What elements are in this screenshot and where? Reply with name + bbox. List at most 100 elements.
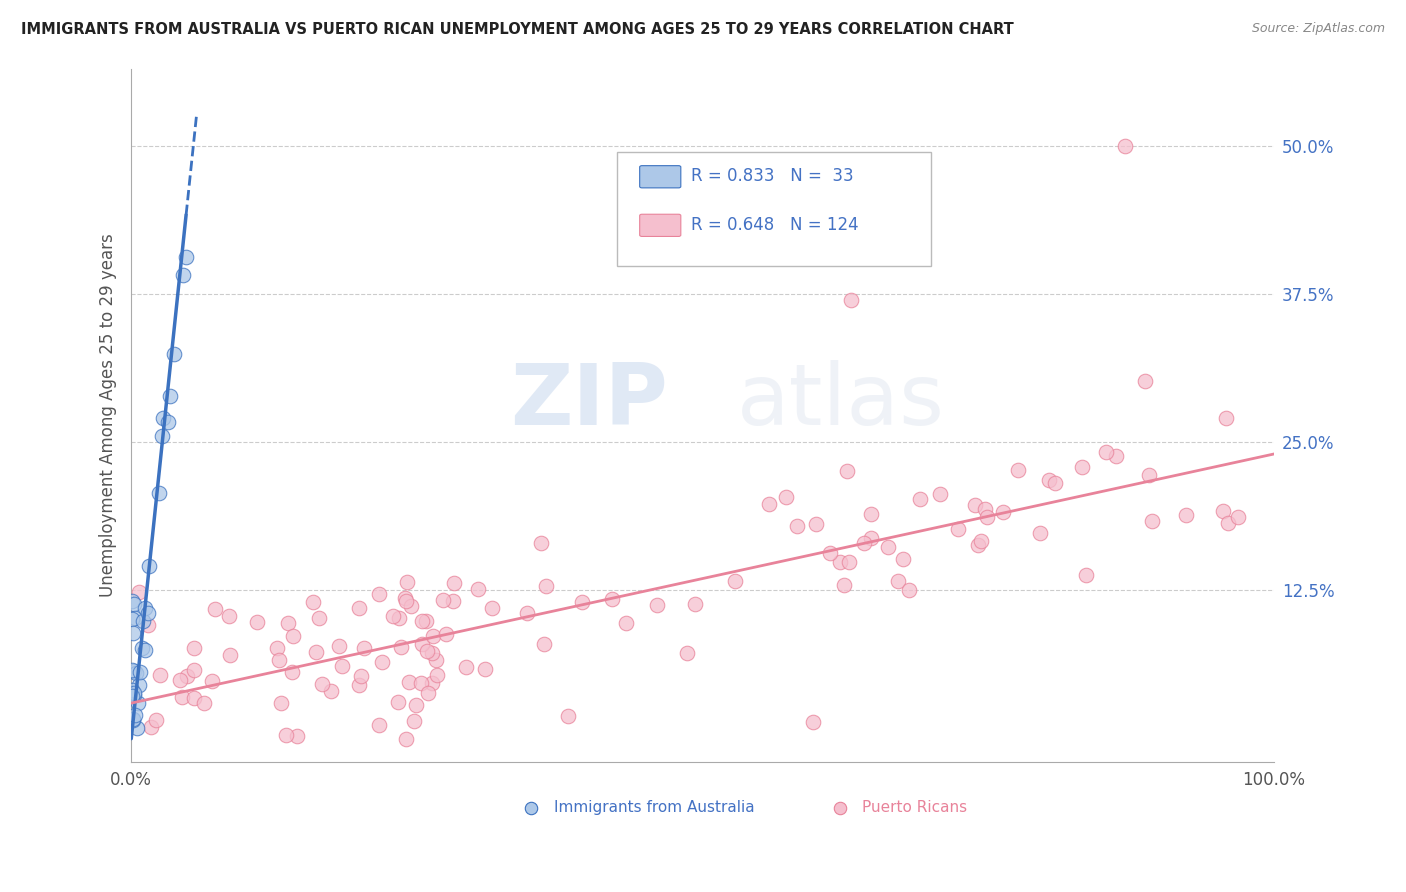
- Point: [645, 599, 668, 613]
- Point: [176, 669, 198, 683]
- Point: [443, 575, 465, 590]
- FancyBboxPatch shape: [617, 152, 931, 267]
- Point: [758, 497, 780, 511]
- Point: [122, 597, 145, 611]
- Point: [121, 612, 143, 626]
- Point: [394, 594, 416, 608]
- Point: [1074, 567, 1097, 582]
- Point: [1212, 503, 1234, 517]
- Point: [877, 540, 900, 554]
- Point: [159, 389, 181, 403]
- Point: [145, 713, 167, 727]
- Point: [409, 675, 432, 690]
- Point: [246, 615, 269, 629]
- Point: [121, 712, 143, 726]
- Point: [859, 531, 882, 545]
- Point: [786, 519, 808, 533]
- Point: [311, 676, 333, 690]
- Point: [128, 678, 150, 692]
- Point: [132, 614, 155, 628]
- Point: [970, 533, 993, 548]
- Point: [124, 665, 146, 679]
- Point: [277, 615, 299, 630]
- Point: [274, 727, 297, 741]
- Point: [121, 713, 143, 727]
- Point: [121, 594, 143, 608]
- Point: [1095, 445, 1118, 459]
- Point: [219, 648, 242, 663]
- Point: [371, 655, 394, 669]
- Point: [1174, 508, 1197, 522]
- Point: [399, 599, 422, 613]
- FancyBboxPatch shape: [640, 214, 681, 236]
- Point: [382, 608, 405, 623]
- Point: [839, 293, 862, 307]
- Point: [432, 593, 454, 607]
- Point: [828, 809, 851, 823]
- Point: [685, 597, 707, 611]
- Point: [148, 486, 170, 500]
- Point: [152, 410, 174, 425]
- Point: [174, 250, 197, 264]
- Point: [991, 505, 1014, 519]
- Point: [353, 640, 375, 655]
- Point: [193, 696, 215, 710]
- Point: [398, 675, 420, 690]
- Point: [388, 611, 411, 625]
- Point: [138, 606, 160, 620]
- Point: [308, 611, 330, 625]
- Point: [426, 668, 449, 682]
- Point: [804, 516, 827, 531]
- Point: [853, 535, 876, 549]
- Point: [411, 615, 433, 629]
- Point: [367, 718, 389, 732]
- Point: [270, 696, 292, 710]
- Point: [319, 684, 342, 698]
- Point: [1227, 510, 1250, 524]
- Point: [467, 582, 489, 597]
- Point: [966, 538, 988, 552]
- Point: [281, 665, 304, 680]
- Point: [557, 708, 579, 723]
- Point: [124, 708, 146, 723]
- Point: [422, 629, 444, 643]
- Point: [616, 615, 638, 630]
- Point: [347, 601, 370, 615]
- Point: [387, 695, 409, 709]
- Point: [204, 601, 226, 615]
- FancyBboxPatch shape: [640, 166, 681, 188]
- Point: [328, 639, 350, 653]
- Point: [1140, 514, 1163, 528]
- Point: [394, 591, 416, 606]
- Point: [183, 663, 205, 677]
- Point: [657, 221, 679, 235]
- Point: [121, 689, 143, 703]
- Point: [420, 675, 443, 690]
- Text: atlas: atlas: [737, 360, 945, 443]
- Point: [156, 415, 179, 429]
- Point: [422, 646, 444, 660]
- Point: [411, 637, 433, 651]
- Point: [600, 591, 623, 606]
- Point: [415, 614, 437, 628]
- Point: [571, 595, 593, 609]
- Point: [134, 643, 156, 657]
- Point: [1114, 138, 1136, 153]
- Text: Puerto Ricans: Puerto Ricans: [862, 800, 967, 815]
- Point: [533, 637, 555, 651]
- Point: [285, 729, 308, 743]
- Point: [121, 663, 143, 677]
- Point: [266, 640, 288, 655]
- Point: [516, 606, 538, 620]
- Point: [389, 640, 412, 655]
- Point: [368, 587, 391, 601]
- Point: [394, 731, 416, 746]
- Point: [859, 507, 882, 521]
- Point: [974, 502, 997, 516]
- Point: [443, 594, 465, 608]
- Point: [405, 698, 427, 713]
- Point: [347, 678, 370, 692]
- Point: [183, 690, 205, 705]
- Point: [520, 809, 543, 823]
- Point: [1215, 410, 1237, 425]
